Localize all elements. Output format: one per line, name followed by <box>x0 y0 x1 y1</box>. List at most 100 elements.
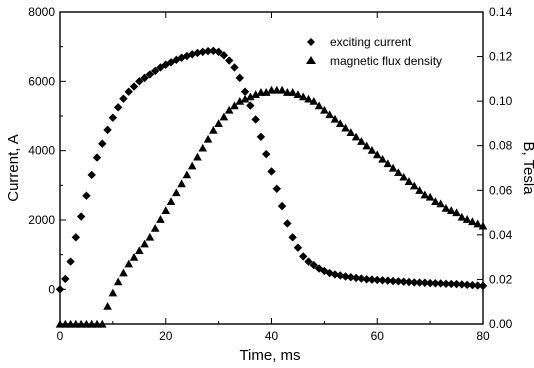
current-point <box>225 56 234 65</box>
flux-point <box>436 199 445 208</box>
current-point <box>299 252 308 261</box>
current-point <box>203 46 213 56</box>
current-point <box>135 77 144 86</box>
flux-point <box>383 159 393 168</box>
current-point <box>436 279 445 288</box>
current-point <box>113 103 123 112</box>
current-point <box>425 278 435 288</box>
flux-point <box>214 119 223 128</box>
current-point <box>383 276 393 285</box>
flux-point <box>298 92 308 101</box>
current-point <box>404 277 414 287</box>
flux-point <box>293 90 303 99</box>
current-point <box>219 51 229 60</box>
flux-point <box>468 217 477 226</box>
current-point <box>66 257 75 266</box>
flux-point <box>367 145 377 154</box>
current-point <box>351 273 361 283</box>
flux-point <box>335 119 345 128</box>
current-point <box>362 275 371 284</box>
current-point <box>277 201 287 211</box>
flux-point <box>362 141 371 150</box>
current-point <box>283 219 292 228</box>
current-point <box>82 191 91 200</box>
y-left-tick-label: 8000 <box>28 5 55 19</box>
flux-point <box>103 301 112 310</box>
flux-point <box>140 239 149 248</box>
y-left-tick-label: 0 <box>48 282 55 296</box>
flux-point <box>473 219 483 228</box>
current-point <box>187 50 197 59</box>
flux-point <box>388 163 398 172</box>
legend-marker-triangle <box>306 56 316 64</box>
x-axis: 0 20 40 60 80 <box>57 12 490 343</box>
flux-point <box>108 288 118 297</box>
current-point <box>473 281 482 290</box>
y-right-tick-label: 0.00 <box>489 317 513 331</box>
x-tick-label: 20 <box>159 329 173 343</box>
current-point <box>150 66 160 76</box>
current-point <box>447 279 456 289</box>
flux-point <box>372 150 382 159</box>
current-point <box>198 47 207 57</box>
flux-point <box>409 181 419 190</box>
current-point <box>468 280 477 290</box>
flux-point <box>309 96 319 105</box>
flux-point <box>478 221 488 230</box>
flux-point <box>404 177 414 185</box>
right-y-axis-title: B, Tesla <box>520 141 534 195</box>
flux-point <box>277 85 287 94</box>
flux-point <box>441 203 451 212</box>
current-point <box>209 46 218 56</box>
flux-point <box>246 92 255 101</box>
current-point <box>214 47 223 57</box>
current-point <box>431 279 440 288</box>
current-point <box>373 275 382 285</box>
current-point <box>267 167 276 176</box>
y-right-tick-label: 0.02 <box>489 272 513 286</box>
flux-point <box>187 161 197 170</box>
current-point <box>309 260 318 270</box>
current-point <box>87 170 96 180</box>
flux-point <box>425 192 435 201</box>
flux-point <box>378 154 387 163</box>
current-point <box>71 233 81 242</box>
current-point <box>240 87 250 96</box>
flux-point <box>399 172 408 181</box>
left-y-axis-title: Current, A <box>5 134 22 202</box>
current-point <box>441 279 451 288</box>
flux-point <box>145 232 155 241</box>
flux-point <box>415 186 424 194</box>
current-point <box>462 280 472 290</box>
y-left-tick-label: 6000 <box>28 74 55 88</box>
flux-point <box>129 252 139 261</box>
flux-point <box>394 168 403 177</box>
flux-point <box>156 215 165 223</box>
current-point <box>76 212 86 221</box>
flux-point <box>124 259 134 268</box>
current-point <box>119 94 128 103</box>
current-point <box>420 278 430 287</box>
current-point <box>140 73 149 83</box>
current-point <box>478 281 488 291</box>
current-point <box>399 277 408 286</box>
legend-label-magnetic-flux-density: magnetic flux density <box>330 54 442 68</box>
flux-point <box>209 125 218 134</box>
current-point <box>293 243 303 252</box>
current-point <box>129 82 139 91</box>
current-point <box>108 113 118 122</box>
flux-point <box>346 128 356 136</box>
y-right-tick-label: 0.10 <box>489 94 513 108</box>
flux-point <box>193 152 202 161</box>
current-point <box>336 271 345 280</box>
flux-point <box>261 88 271 96</box>
flux-point <box>325 110 334 119</box>
current-point <box>346 273 356 282</box>
flux-point <box>251 90 260 99</box>
current-point <box>124 87 133 96</box>
flux-point <box>351 132 361 141</box>
flux-point <box>330 114 340 123</box>
legend-label-exciting-current: exciting current <box>330 35 412 49</box>
current-point <box>457 280 467 289</box>
legend: exciting current magnetic flux density <box>306 35 442 68</box>
